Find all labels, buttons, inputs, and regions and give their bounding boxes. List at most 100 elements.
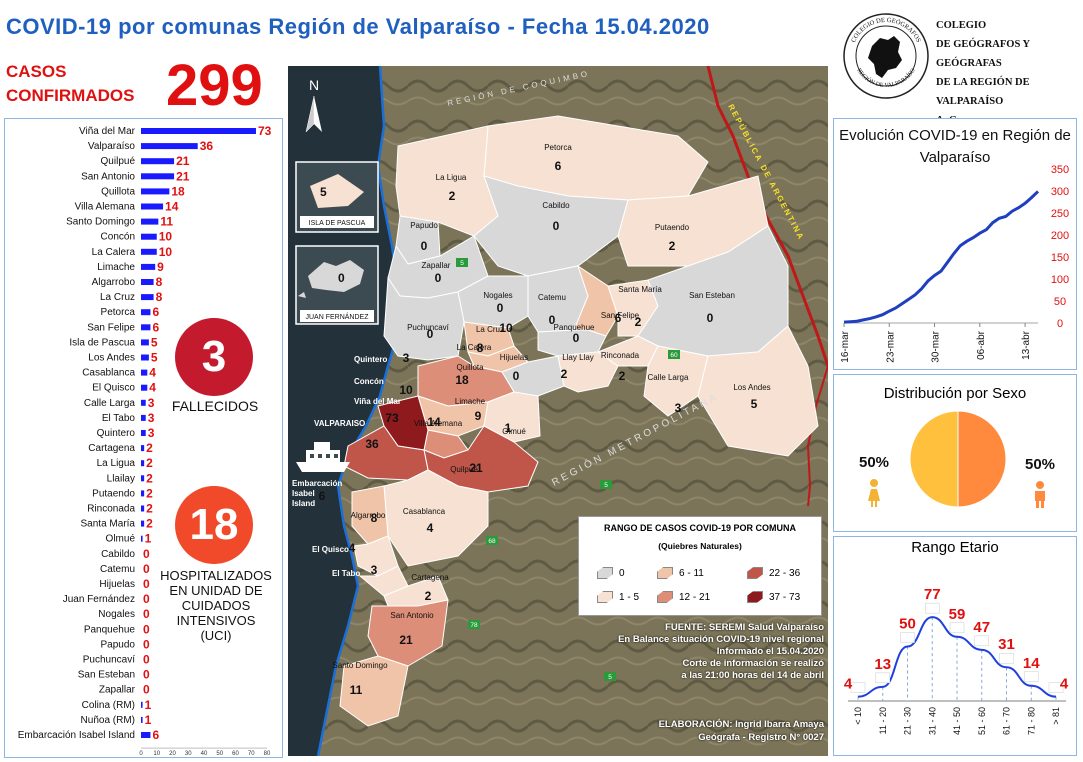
road-label-1: 5 — [460, 260, 464, 267]
bar-value-label: 1 — [145, 713, 152, 727]
comuna-name-label: Santa María — [618, 285, 662, 294]
y-tick-label: 300 — [1051, 186, 1069, 198]
comuna-name-label: Zapallar — [422, 261, 451, 270]
bar-category-label: Olmué — [106, 534, 136, 545]
author-text: ELABORACIÓN: Ingrid Ibarra Amaya Geógraf… — [560, 718, 824, 744]
coast-name-label: Concón — [354, 377, 384, 386]
comuna-name-label: Nogales — [483, 291, 512, 300]
coast-name-label: Embarcación — [292, 479, 342, 488]
bar-category-label: Isla de Pascua — [69, 337, 135, 348]
comuna-value-label: 9 — [475, 409, 482, 423]
border-south — [806, 365, 828, 507]
comuna-name-label: Catemu — [538, 293, 566, 302]
college-line1: COLEGIO — [936, 20, 987, 31]
bar-category-label: Embarcación Isabel Island — [18, 730, 135, 741]
bar-category-label: Santa María — [81, 519, 136, 530]
x-tick-label: 80 — [264, 751, 271, 757]
age-category-label: 61 - 70 — [1002, 707, 1012, 735]
bar-category-label: San Esteban — [78, 670, 135, 681]
x-tick-label: 10 — [153, 751, 160, 757]
bar-value-label: 0 — [143, 637, 150, 651]
bar-value-label: 2 — [146, 486, 153, 500]
inset-pascua-label-bg — [300, 216, 374, 228]
bar-category-label: Algarrobo — [92, 277, 136, 288]
bar-category-label: Limache — [97, 262, 135, 273]
bar — [141, 158, 175, 165]
bar-value-label: 4 — [149, 366, 156, 380]
bar — [141, 475, 145, 482]
comuna-name-label: Los Andes — [733, 383, 770, 392]
comuna-value-label: 8 — [371, 511, 378, 525]
comuna-name-label: Hijuelas — [500, 353, 528, 362]
bar — [141, 445, 145, 452]
road-label-6: 5 — [608, 674, 612, 681]
bar-value-label: 8 — [156, 275, 163, 289]
evolution-title: Evolución COVID-19 en Región de Valparaí… — [839, 127, 1071, 166]
road-markers: 5 60 68 78 5 5 — [456, 258, 680, 681]
bar-value-label: 6 — [152, 728, 159, 742]
north-arrow-icon: N — [305, 77, 322, 133]
bar — [141, 716, 143, 723]
bar-category-label: Colina (RM) — [82, 700, 135, 711]
value-box — [974, 635, 989, 647]
comuna-value-label: 11 — [350, 683, 363, 697]
hosp-line1: HOSPITALIZADOS — [160, 568, 272, 583]
x-tick-label: 50 — [216, 751, 223, 757]
bar-category-label: Petorca — [101, 307, 136, 318]
pie-slice — [957, 410, 1007, 508]
comuna-name-label: Petorca — [544, 143, 572, 152]
comuna-name-label: Santo Domingo — [332, 661, 388, 670]
bar-category-label: Cabildo — [101, 549, 135, 560]
evolution-chart: 0 50 100 150 200 250 300 350 16-mar 23-mar 30-mar 0… — [840, 164, 1069, 363]
bar — [141, 339, 149, 346]
source-line3: Informado el 15.04.2020 — [716, 646, 824, 657]
comuna-value-label: 2 — [619, 369, 626, 383]
legend-label: 6 - 11 — [679, 567, 704, 579]
male-person-icon — [1035, 481, 1045, 508]
college-name: COLEGIO DE GEÓGRAFOS Y GEÓGRAFAS DE LA R… — [936, 16, 1083, 130]
comuna-value-label: 2 — [449, 189, 456, 203]
legend-swatch — [657, 567, 673, 579]
bar-value-label: 2 — [146, 517, 153, 531]
bar-category-label: Papudo — [101, 639, 136, 650]
north-label: N — [309, 77, 319, 93]
bar-category-label: Puchuncaví — [83, 655, 135, 666]
x-tick-label: 30 — [185, 751, 192, 757]
bar-value-label: 11 — [160, 215, 173, 229]
comuna-name-label: La Calera — [457, 343, 492, 352]
bar-value-label: 0 — [143, 577, 150, 591]
value-box — [949, 622, 965, 634]
age-category-label: 31 - 40 — [927, 707, 937, 735]
comuna-santo-domingo — [339, 655, 409, 727]
bar — [141, 128, 256, 134]
comuna-los-andes — [697, 325, 819, 457]
bar — [141, 505, 145, 512]
bar-value-label: 1 — [145, 532, 152, 546]
bar-category-label: San Antonio — [81, 171, 135, 182]
comuna-name-label: Quillota — [456, 363, 484, 372]
hosp-line2: EN UNIDAD DE — [169, 583, 263, 598]
coast-value-label: 36 — [365, 437, 379, 451]
bar-value-label: 2 — [146, 441, 153, 455]
inset-pascua-value: 5 — [320, 185, 327, 199]
bar-category-label: La Ligua — [97, 458, 136, 469]
comuna-value-label: 0 — [553, 219, 560, 233]
x-tick-label: 13-abr — [1021, 330, 1032, 360]
bar-category-label: Casablanca — [82, 368, 135, 379]
comuna-value-label: 0 — [421, 239, 428, 253]
bar — [141, 309, 151, 316]
comuna-value-label: 18 — [455, 373, 469, 387]
comuna-name-label: Puchuncaví — [407, 323, 450, 332]
age-value-label: 31 — [998, 636, 1015, 653]
comuna-name-label: Rinconada — [601, 351, 640, 360]
source-line2: En Balance situación COVID-19 nivel regi… — [618, 634, 824, 645]
coast-name-label: Viña del Mar — [354, 397, 401, 406]
bar — [141, 263, 156, 270]
bar-value-label: 3 — [148, 411, 155, 425]
y-tick-label: 100 — [1051, 274, 1069, 286]
bar-category-label: Hijuelas — [99, 579, 135, 590]
comuna-name-label: Calle Larga — [648, 373, 689, 382]
bar-category-label: Catemu — [100, 564, 135, 575]
comuna-el-tabo — [358, 565, 409, 597]
x-tick-label: 16-mar — [840, 330, 851, 362]
